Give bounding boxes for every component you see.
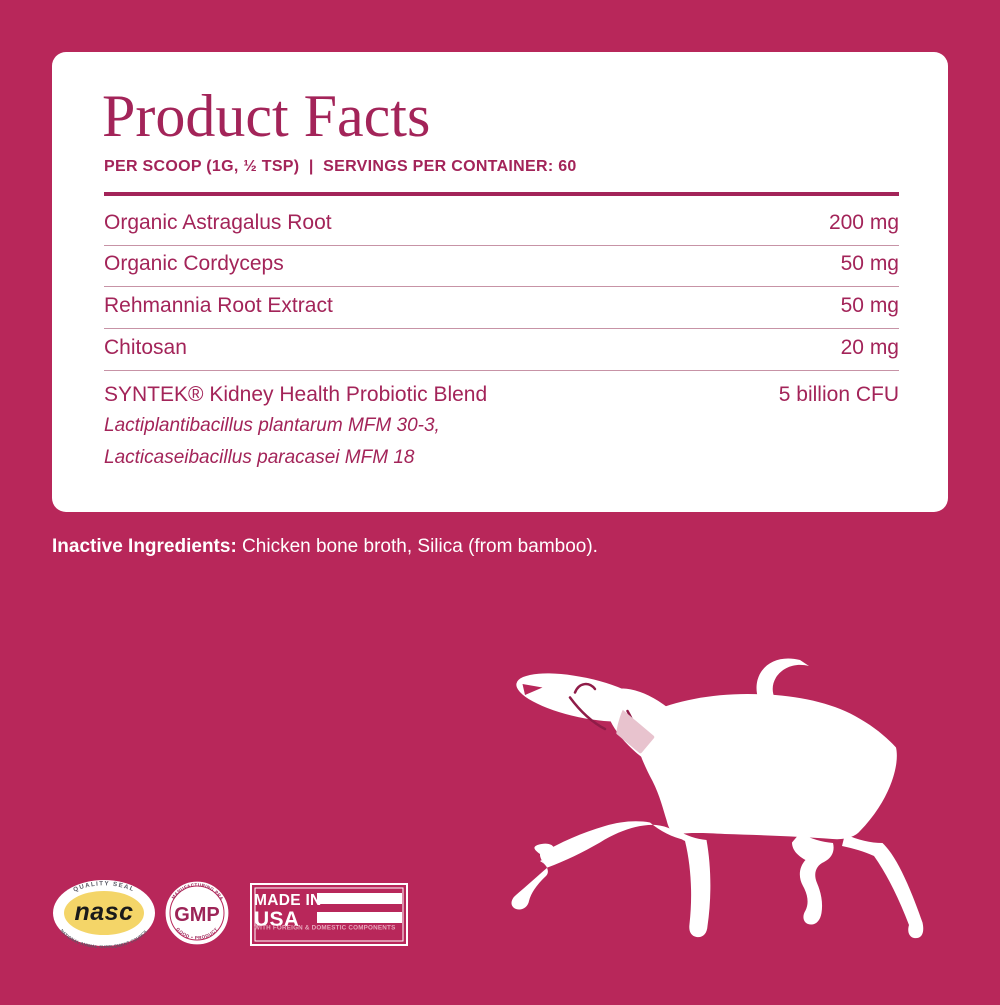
svg-text:nasc: nasc [75, 898, 134, 926]
svg-text:GMP: GMP [174, 904, 220, 926]
svg-text:WITH FOREIGN & DOMESTIC COMPON: WITH FOREIGN & DOMESTIC COMPONENTS [254, 925, 395, 932]
svg-text:MADE IN: MADE IN [254, 892, 322, 909]
